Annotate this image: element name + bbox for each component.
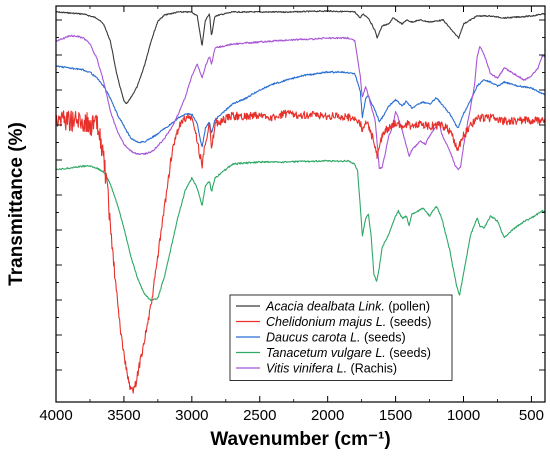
x-tick-label: 2500 bbox=[243, 407, 276, 424]
legend-species: Tanacetum vulgare L. bbox=[266, 346, 386, 360]
series-line bbox=[55, 109, 546, 394]
legend-entry: Chelidonium majus L. (seeds) bbox=[266, 315, 431, 329]
series-line bbox=[55, 34, 546, 171]
y-axis-ticks bbox=[56, 19, 545, 371]
legend-box bbox=[229, 294, 453, 381]
y-axis-title: Transmittance (%) bbox=[6, 122, 27, 286]
legend-species: Daucus carota L. bbox=[266, 331, 361, 345]
x-tick-label: 1500 bbox=[379, 407, 412, 424]
plot-lines bbox=[55, 9, 546, 394]
legend: Acacia dealbata Link. (pollen)Chelidoniu… bbox=[229, 294, 453, 381]
legend-sample-type: (seeds) bbox=[386, 346, 431, 360]
x-tick-label: 2000 bbox=[311, 407, 344, 424]
x-tick-label: 4000 bbox=[39, 407, 72, 424]
x-tick-label: 3000 bbox=[175, 407, 208, 424]
x-axis-ticks: 4000 3500 3000 2500 2000 1500 1000 500 bbox=[39, 6, 544, 424]
legend-sample-type: (pollen) bbox=[385, 300, 430, 314]
legend-species: Chelidonium majus L. bbox=[266, 315, 386, 329]
legend-entry: Tanacetum vulgare L. (seeds) bbox=[266, 346, 431, 360]
series-line bbox=[55, 9, 546, 105]
legend-species: Acacia dealbata Link. bbox=[265, 300, 385, 314]
legend-sample-type: (seeds) bbox=[361, 331, 406, 345]
x-tick-label: 500 bbox=[519, 407, 544, 424]
legend-sample-type: (seeds) bbox=[386, 315, 431, 329]
x-tick-label: 3500 bbox=[107, 407, 140, 424]
plot-frame bbox=[55, 5, 546, 403]
x-tick-label: 1000 bbox=[447, 407, 480, 424]
series-line bbox=[55, 65, 546, 148]
legend-entry: Vitis vinifera L. (Rachis) bbox=[266, 362, 397, 376]
legend-entry: Acacia dealbata Link. (pollen) bbox=[265, 300, 430, 314]
legend-sample-type: (Rachis) bbox=[347, 362, 397, 376]
series-line bbox=[55, 159, 546, 302]
legend-entry: Daucus carota L. (seeds) bbox=[266, 331, 406, 345]
legend-species: Vitis vinifera L. bbox=[266, 362, 347, 376]
x-axis-title: Wavenumber (cm⁻¹) bbox=[210, 429, 390, 450]
